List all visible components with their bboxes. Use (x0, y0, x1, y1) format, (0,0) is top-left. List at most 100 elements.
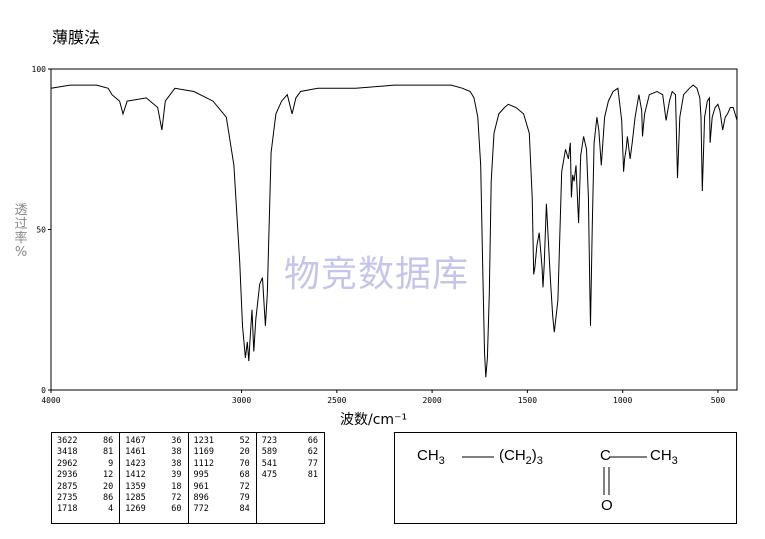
peak-transmittance: 72 (239, 481, 250, 492)
peak-wavenumber: 896 (193, 493, 209, 504)
peak-row: 2735 86 (52, 493, 119, 504)
peak-wavenumber: 1423 (125, 458, 146, 469)
peak-wavenumber: 475 (261, 470, 278, 481)
peak-wavenumber: 995 (193, 470, 209, 481)
carbonyl-oxygen: O (601, 497, 613, 514)
peak-row: 1269 60 (120, 504, 187, 515)
x-tick-label: 2500 (327, 396, 346, 405)
peak-transmittance: 84 (239, 504, 250, 515)
methyl-left-text: CH (417, 447, 439, 464)
y-tick-label: 50 (36, 226, 46, 235)
peak-wavenumber: 2875 (57, 481, 78, 492)
peak-transmittance: 12 (103, 470, 114, 481)
methyl-group-right: CH3 (650, 447, 678, 467)
y-axis-label: 透 过 率 % (12, 204, 30, 260)
peak-transmittance: 72 (171, 493, 182, 504)
carbonyl-carbon: C (600, 447, 611, 464)
methylene-chain: (CH2)3 (499, 447, 543, 467)
peak-row: 1718 4 (52, 504, 119, 515)
y-tick-label: 0 (41, 386, 46, 395)
peak-wavenumber: 2962 (57, 458, 78, 469)
y-axis-label-char: 过 (14, 217, 28, 232)
peak-wavenumber: 1112 (193, 458, 214, 469)
peak-column: 1467 36 1461 38 1423 38 1412 39 1359 18 1285 7… (120, 433, 189, 523)
peak-transmittance: 66 (307, 436, 318, 446)
peak-transmittance: 68 (239, 470, 250, 481)
x-tick-label: 1000 (613, 396, 632, 405)
peak-wavenumber: 1269 (125, 504, 146, 515)
peak-row: 541 77 (257, 459, 324, 470)
peak-row: 1285 72 (120, 493, 187, 504)
peak-column: 1231 52 1169 20 1112 70 995 68 961 72 896 79 7… (189, 433, 257, 523)
chain-count-subscript: 3 (536, 455, 543, 467)
peak-row: 961 72 (189, 482, 256, 493)
peak-row: 475 81 (257, 470, 324, 481)
peak-row: 723 66 (257, 436, 324, 447)
peak-row: 1412 39 (120, 470, 187, 481)
peak-column: 3622 86 3418 81 2962 9 2936 12 2875 20 2735 86… (52, 433, 121, 523)
peak-row: 995 68 (189, 470, 256, 481)
peak-wavenumber: 772 (193, 504, 209, 515)
peak-table: 3622 86 3418 81 2962 9 2936 12 2875 20 2735 86… (51, 432, 325, 524)
peak-transmittance: 77 (307, 458, 318, 469)
x-tick-label: 4000 (41, 396, 60, 405)
peak-row: 2962 9 (52, 459, 119, 470)
peak-transmittance: 86 (103, 436, 114, 446)
peak-row: 1169 20 (189, 447, 256, 458)
peak-wavenumber: 961 (193, 481, 209, 492)
peak-row: 1359 18 (120, 482, 187, 493)
y-axis-label-char: 率 (14, 231, 28, 246)
chain-close-text: ) (531, 447, 537, 464)
peak-wavenumber: 3622 (57, 436, 78, 446)
x-tick-label: 1500 (518, 396, 537, 405)
x-tick-label: 2000 (422, 396, 441, 405)
peak-wavenumber: 1412 (125, 470, 146, 481)
methyl-right-text: CH (650, 447, 672, 464)
y-tick-label: 100 (32, 65, 47, 74)
peak-transmittance: 18 (171, 481, 182, 492)
peak-row: 1461 38 (120, 447, 187, 458)
peak-transmittance: 38 (171, 447, 182, 458)
methyl-left-subscript: 3 (438, 455, 445, 467)
peak-wavenumber: 2735 (57, 493, 78, 504)
peak-transmittance: 60 (171, 504, 182, 515)
peak-row: 1467 36 (120, 436, 187, 447)
spectrum-line (50, 84, 738, 378)
peak-transmittance: 20 (103, 481, 114, 492)
peak-row: 1231 52 (189, 436, 256, 447)
peak-transmittance: 36 (171, 436, 182, 446)
peak-wavenumber: 1169 (193, 447, 214, 458)
chain-subscript: 2 (525, 455, 532, 467)
y-axis-label-char: 透 (14, 203, 28, 218)
peak-transmittance: 70 (239, 458, 250, 469)
peak-transmittance: 9 (108, 458, 114, 469)
peak-wavenumber: 1231 (193, 436, 214, 446)
peak-wavenumber: 1359 (125, 481, 146, 492)
peak-row: 3418 81 (52, 447, 119, 458)
peak-transmittance: 81 (103, 447, 114, 458)
watermark: 物竞数据库 (284, 254, 470, 295)
peak-row: 772 84 (189, 504, 256, 515)
peak-wavenumber: 723 (261, 436, 278, 446)
peak-wavenumber: 1461 (125, 447, 146, 458)
page-title: 薄膜法 (52, 28, 101, 47)
y-axis-label-char: % (14, 245, 28, 260)
peak-row: 896 79 (189, 493, 256, 504)
methyl-group-left: CH3 (417, 447, 445, 467)
peak-wavenumber: 2936 (57, 470, 78, 481)
peak-wavenumber: 541 (261, 458, 278, 469)
peak-wavenumber: 1718 (57, 504, 78, 515)
peak-row: 3622 86 (52, 436, 119, 447)
structure-formula: CH3 (CH2)3 C CH3 O (394, 432, 737, 524)
peak-transmittance: 62 (307, 447, 318, 458)
peak-transmittance: 38 (171, 458, 182, 469)
peak-transmittance: 86 (103, 493, 114, 504)
peak-row: 589 62 (257, 447, 324, 458)
peak-row: 2875 20 (52, 482, 119, 493)
bond-lines (462, 456, 647, 495)
peak-transmittance: 79 (239, 493, 250, 504)
peak-row: 2936 12 (52, 470, 119, 481)
peak-transmittance: 39 (171, 470, 182, 481)
chain-open-text: (CH (499, 447, 526, 464)
peak-wavenumber: 3418 (57, 447, 78, 458)
